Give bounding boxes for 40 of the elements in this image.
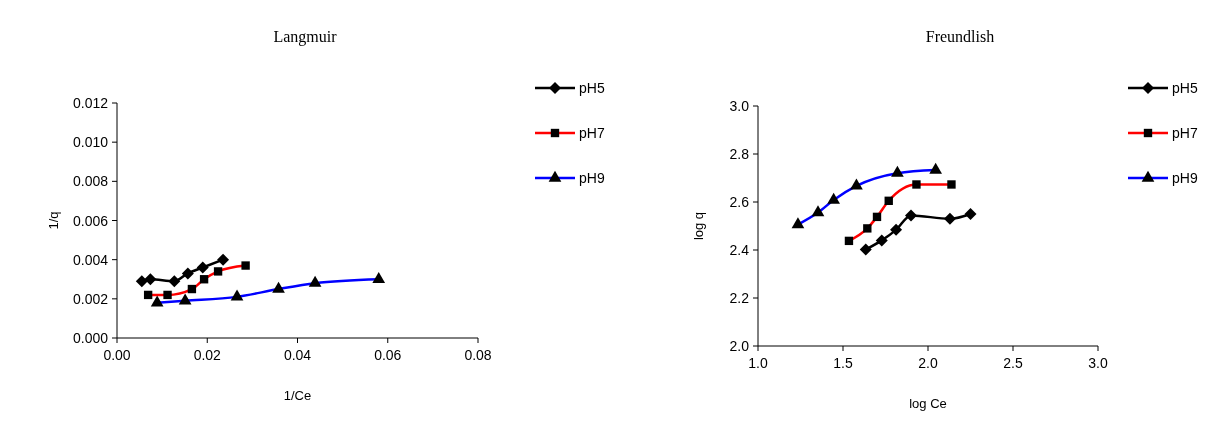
x-tick-label: 1.0	[748, 355, 768, 371]
x-axis-title: 1/Ce	[283, 388, 312, 403]
y-tick-label: 0.002	[72, 290, 109, 307]
chart-title: Freundlish	[925, 28, 995, 45]
x-tick-label: 2.0	[918, 355, 938, 371]
x-tick-label: 0.04	[283, 347, 312, 363]
y-tick-label: 0.008	[72, 173, 109, 190]
y-tick-label: 0.012	[72, 95, 109, 111]
legend-label: pH5	[579, 80, 605, 96]
point	[905, 209, 917, 222]
y-tick-label: 3.0	[729, 98, 750, 114]
point	[890, 223, 903, 236]
point	[859, 243, 872, 256]
chart-title: Langmuir	[273, 28, 338, 46]
legend-label: pH7	[579, 125, 605, 141]
legend-label: pH9	[579, 170, 605, 186]
x-tick-label: 1.5	[833, 355, 853, 371]
x-tick-label: 0.00	[103, 347, 131, 363]
x-tick-label: 3.0	[1088, 355, 1108, 371]
y-tick-label: 2.4	[729, 242, 750, 258]
y-tick-label: 2.6	[729, 194, 750, 210]
point	[964, 208, 977, 220]
y-tick-label: 0.000	[72, 330, 109, 346]
legend-label: pH9	[1172, 170, 1198, 186]
x-tick-label: 0.08	[464, 347, 492, 363]
x-tick-label: 0.02	[193, 347, 222, 363]
y-tick-label: 0.010	[72, 134, 109, 151]
point	[943, 212, 956, 225]
x-axis-title: log Ce	[909, 396, 947, 411]
x-tick-label: 0.06	[374, 347, 402, 363]
legend-label: pH7	[1172, 125, 1198, 141]
point	[875, 234, 888, 247]
y-tick-label: 2.2	[729, 290, 750, 306]
legend-label: pH5	[1172, 80, 1198, 96]
y-tick-label: 0.006	[72, 212, 109, 229]
y-axis-title: log q	[691, 211, 706, 241]
y-tick-label: 2.8	[729, 146, 750, 162]
y-tick-label: 0.004	[72, 251, 109, 268]
x-tick-label: 2.5	[1003, 355, 1023, 371]
y-axis-title: 1/q	[46, 211, 61, 230]
